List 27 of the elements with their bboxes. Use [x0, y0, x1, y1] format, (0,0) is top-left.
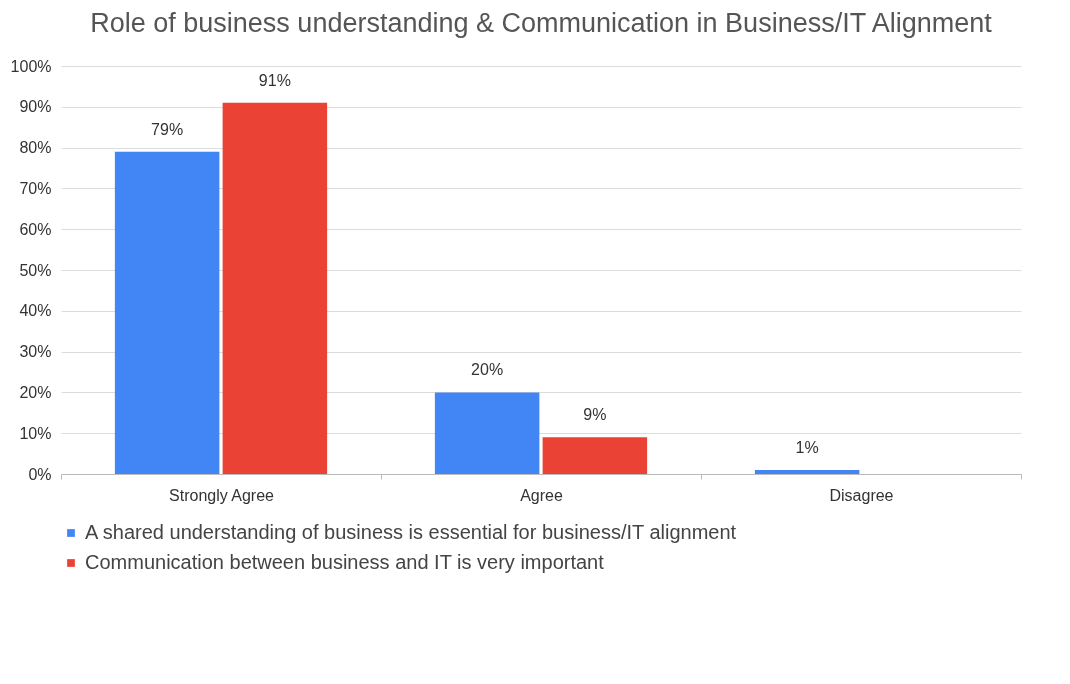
data-label: 9%: [583, 406, 607, 424]
y-tick-label: 30%: [19, 343, 52, 361]
chart-title: Role of business understanding & Communication in Business/IT Alignment: [90, 8, 993, 38]
bar: [222, 102, 328, 474]
y-tick-label: 100%: [10, 57, 52, 75]
legend-label: A shared understanding of business is essential for business/IT alignment: [85, 521, 737, 543]
data-label: 20%: [471, 361, 504, 379]
y-tick-label: 70%: [19, 179, 52, 197]
data-label: 91%: [258, 71, 291, 89]
legend-label: Communication between business and IT is very important: [85, 551, 605, 573]
y-tick-label: 50%: [19, 261, 52, 279]
data-label: 79%: [151, 120, 184, 138]
y-tick-label: 40%: [19, 302, 52, 320]
bar: [434, 392, 540, 474]
y-tick-label: 10%: [19, 424, 52, 442]
x-tick-label: Disagree: [829, 486, 894, 504]
x-tick-label: Agree: [520, 486, 563, 504]
y-tick-label: 60%: [19, 220, 52, 238]
x-tick-label: Strongly Agree: [169, 486, 275, 504]
bar: [114, 151, 220, 474]
bar: [542, 437, 648, 474]
y-tick-label: 0%: [28, 465, 52, 483]
data-label: 1%: [795, 438, 819, 456]
y-tick-label: 80%: [19, 139, 52, 157]
y-tick-label: 90%: [19, 98, 52, 116]
y-tick-label: 20%: [19, 383, 52, 401]
bar: [754, 469, 860, 474]
